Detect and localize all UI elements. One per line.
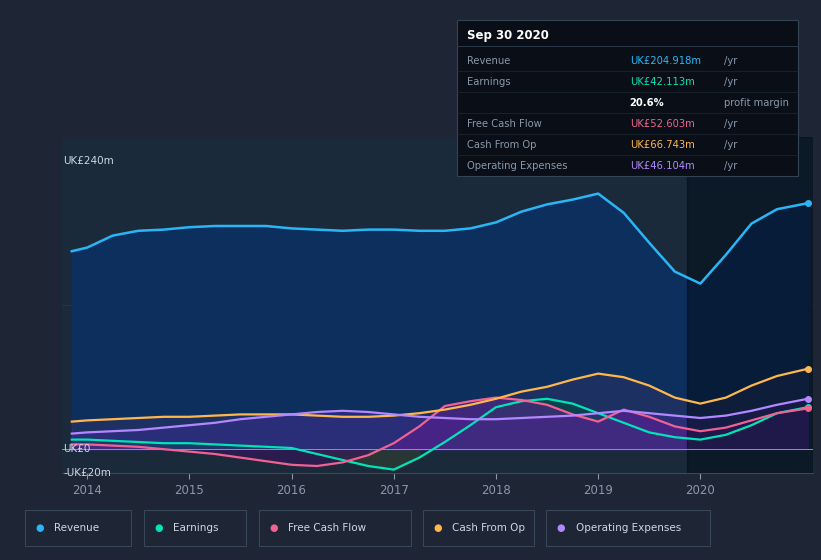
Text: Cash From Op: Cash From Op	[467, 140, 537, 150]
Text: Cash From Op: Cash From Op	[452, 523, 525, 533]
Text: profit margin: profit margin	[724, 98, 789, 108]
Text: UK£240m: UK£240m	[63, 156, 114, 166]
Text: Free Cash Flow: Free Cash Flow	[288, 523, 366, 533]
Text: /yr: /yr	[724, 140, 737, 150]
Text: UK£66.743m: UK£66.743m	[630, 140, 695, 150]
Text: UK£52.603m: UK£52.603m	[630, 119, 695, 129]
Text: ●: ●	[269, 523, 277, 533]
Text: Free Cash Flow: Free Cash Flow	[467, 119, 542, 129]
Text: Earnings: Earnings	[173, 523, 218, 533]
Text: UK£46.104m: UK£46.104m	[630, 161, 695, 171]
Text: -UK£20m: -UK£20m	[63, 468, 112, 478]
Text: /yr: /yr	[724, 77, 737, 87]
Text: 20.6%: 20.6%	[630, 98, 664, 108]
Text: UK£42.113m: UK£42.113m	[630, 77, 695, 87]
Text: Sep 30 2020: Sep 30 2020	[467, 29, 549, 42]
Text: UK£204.918m: UK£204.918m	[630, 56, 700, 66]
Text: /yr: /yr	[724, 161, 737, 171]
Text: ●: ●	[35, 523, 44, 533]
Text: Earnings: Earnings	[467, 77, 511, 87]
Text: Revenue: Revenue	[54, 523, 99, 533]
Text: ●: ●	[154, 523, 163, 533]
Text: Operating Expenses: Operating Expenses	[576, 523, 681, 533]
Text: Operating Expenses: Operating Expenses	[467, 161, 567, 171]
Text: ●: ●	[433, 523, 442, 533]
Text: UK£0: UK£0	[63, 444, 91, 454]
Text: /yr: /yr	[724, 56, 737, 66]
Text: Revenue: Revenue	[467, 56, 511, 66]
Bar	[687, 137, 813, 473]
Text: ●: ●	[557, 523, 565, 533]
Text: /yr: /yr	[724, 119, 737, 129]
